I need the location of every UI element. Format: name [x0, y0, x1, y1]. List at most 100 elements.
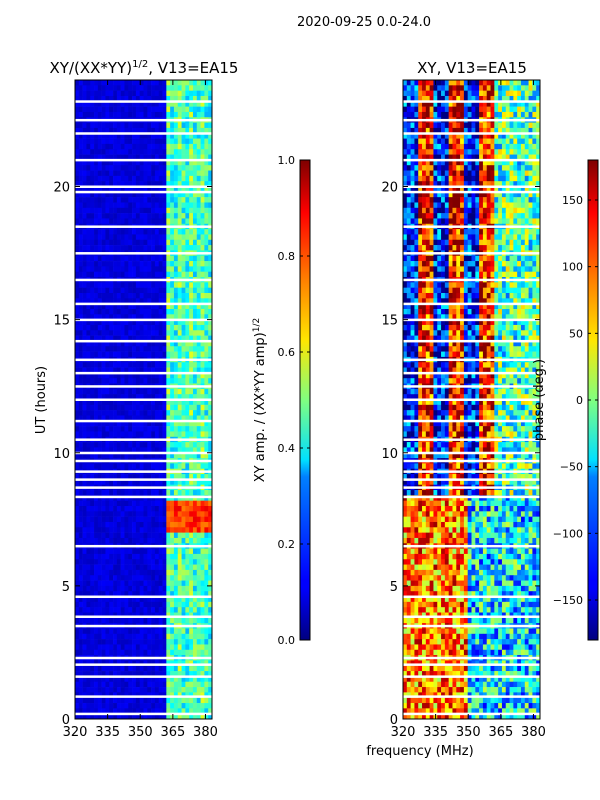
- heatmap-cell: [109, 143, 114, 150]
- heatmap-cell: [94, 649, 99, 656]
- heatmap-cell: [162, 378, 167, 384]
- heatmap-cell: [185, 420, 190, 427]
- heatmap-cell: [441, 149, 446, 155]
- heatmap-cell: [147, 644, 152, 651]
- heatmap-cell: [200, 628, 205, 635]
- heatmap-cell: [116, 410, 121, 416]
- heatmap-cell: [204, 527, 209, 533]
- heatmap-cell: [94, 346, 99, 352]
- heatmap-cell: [196, 569, 201, 576]
- heatmap-cell: [185, 106, 190, 113]
- heatmap-cell: [147, 154, 152, 161]
- heatmap-cell: [132, 426, 137, 432]
- heatmap-cell: [162, 564, 167, 571]
- heatmap-cell: [192, 388, 198, 395]
- heatmap-cell: [177, 575, 182, 581]
- heatmap-cell: [82, 367, 87, 374]
- heatmap-cell: [444, 95, 449, 102]
- heatmap-cell: [124, 681, 129, 688]
- heatmap-cell: [78, 628, 83, 635]
- heatmap-cell: [189, 80, 194, 86]
- heatmap-cell: [135, 95, 140, 102]
- heatmap-cell: [189, 617, 194, 624]
- heatmap-cell: [120, 143, 125, 150]
- heatmap-cell: [109, 644, 114, 651]
- heatmap-cell: [124, 287, 129, 294]
- heatmap-cell: [185, 596, 190, 603]
- heatmap-cell: [90, 159, 95, 166]
- heatmap-cell: [113, 388, 118, 395]
- heatmap-cell: [166, 314, 171, 320]
- heatmap-cell: [124, 218, 129, 225]
- heatmap-cell: [517, 80, 522, 86]
- heatmap-cell: [101, 351, 106, 358]
- heatmap-cell: [509, 122, 514, 129]
- heatmap-cell: [143, 90, 148, 97]
- heatmap-cell: [82, 314, 87, 320]
- heatmap-cell: [196, 447, 201, 454]
- heatmap-cell: [158, 271, 163, 278]
- heatmap-cell: [132, 575, 137, 581]
- heatmap-cell: [120, 154, 125, 161]
- heatmap-cell: [94, 213, 99, 219]
- heatmap-cell: [170, 101, 175, 107]
- heatmap-cell: [94, 133, 99, 139]
- heatmap-cell: [128, 697, 133, 704]
- heatmap-cell: [147, 362, 152, 368]
- heatmap-cell: [94, 537, 99, 544]
- heatmap-cell: [192, 239, 198, 246]
- heatmap-cell: [189, 548, 194, 555]
- heatmap-cell: [139, 676, 144, 683]
- heatmap-cell: [490, 133, 495, 139]
- heatmap-cell: [75, 660, 80, 667]
- heatmap-cell: [520, 106, 526, 113]
- heatmap-cell: [151, 218, 156, 225]
- heatmap-cell: [536, 101, 541, 107]
- heatmap-cell: [498, 111, 503, 118]
- heatmap-cell: [433, 149, 438, 155]
- heatmap-cell: [97, 165, 102, 171]
- heatmap-cell: [116, 521, 121, 528]
- heatmap-cell: [177, 692, 182, 699]
- heatmap-cell: [520, 101, 526, 107]
- heatmap-cell: [94, 324, 99, 331]
- heatmap-cell: [101, 394, 106, 400]
- heatmap-cell: [94, 106, 99, 113]
- heatmap-cell: [406, 122, 411, 129]
- heatmap-cell: [128, 367, 133, 374]
- heatmap-cell: [170, 351, 175, 358]
- heatmap-cell: [208, 463, 213, 470]
- heatmap-cell: [181, 394, 186, 400]
- heatmap-cell: [132, 500, 137, 507]
- heatmap-cell: [139, 569, 144, 576]
- heatmap-cell: [208, 266, 213, 273]
- heatmap-cell: [479, 106, 484, 113]
- heatmap-cell: [75, 303, 80, 310]
- heatmap-cell: [147, 676, 152, 683]
- heatmap-cell: [82, 703, 87, 709]
- heatmap-cell: [143, 681, 148, 688]
- heatmap-cell: [204, 703, 209, 709]
- heatmap-cell: [166, 138, 171, 145]
- flagged-gap: [75, 656, 212, 660]
- heatmap-cell: [177, 506, 182, 512]
- heatmap-cell: [116, 671, 121, 677]
- heatmap-cell: [403, 138, 408, 145]
- heatmap-cell: [192, 197, 198, 203]
- heatmap-cell: [452, 159, 457, 166]
- heatmap-cell: [120, 367, 125, 374]
- heatmap-cell: [166, 548, 171, 555]
- heatmap-cell: [151, 154, 156, 161]
- heatmap-cell: [78, 490, 83, 496]
- heatmap-cell: [124, 671, 129, 677]
- heatmap-cell: [204, 591, 209, 597]
- heatmap-cell: [135, 500, 140, 507]
- heatmap-cell: [97, 697, 102, 704]
- heatmap-cell: [177, 548, 182, 555]
- heatmap-cell: [448, 80, 453, 86]
- heatmap-cell: [105, 479, 110, 486]
- heatmap-cell: [135, 298, 140, 304]
- heatmap-cell: [162, 245, 167, 251]
- heatmap-cell: [109, 197, 114, 203]
- heatmap-cell: [143, 521, 148, 528]
